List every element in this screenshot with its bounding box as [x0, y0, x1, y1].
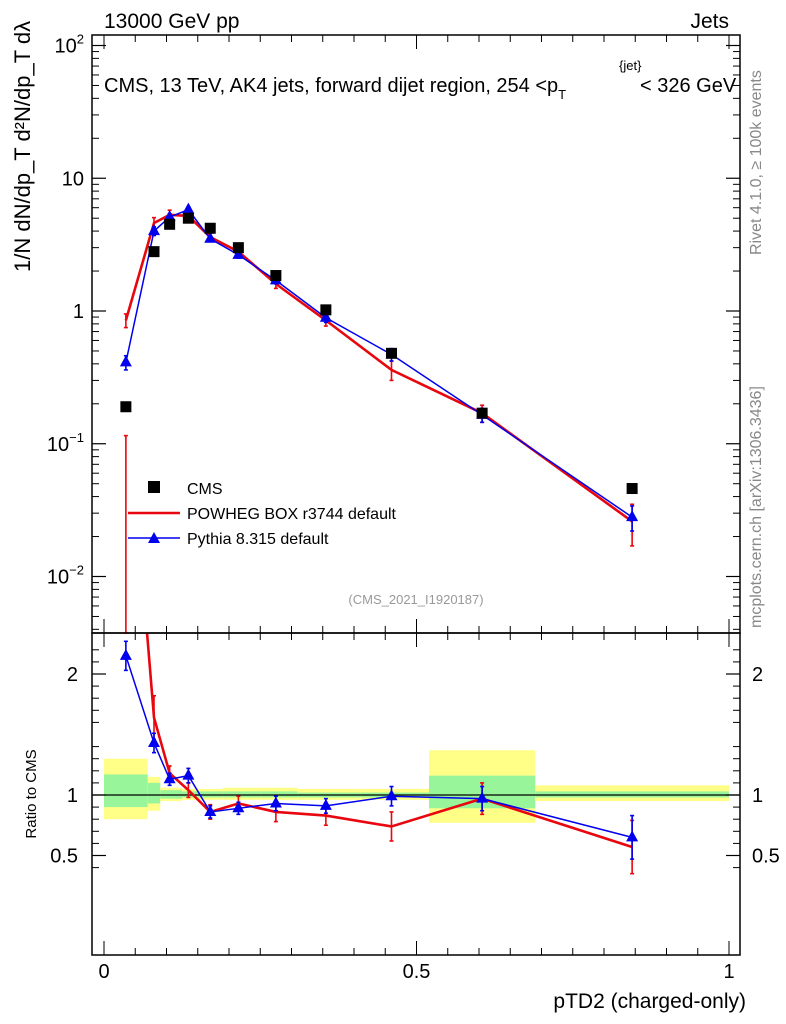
main-y-tick-label: 1 [73, 301, 84, 323]
pythia-ratio-marker [148, 735, 160, 747]
x-tick-label: 0.5 [403, 961, 431, 983]
cms-data-point [148, 246, 160, 258]
pythia-marker [148, 224, 160, 236]
pythia-ratio-marker [119, 648, 132, 660]
pythia-marker [319, 310, 332, 322]
main-y-tick-base: 1 [73, 301, 84, 323]
ratio-y-tick-label-right: 0.5 [752, 846, 780, 868]
pythia-ratio-marker [163, 772, 176, 784]
pythia-ratio-marker [626, 830, 639, 842]
main-y-label: 1/N dN/dp_T d²N/dp_T dλ [10, 21, 35, 272]
main-y-tick-label: 10 [62, 168, 84, 190]
pythia-marker [163, 210, 176, 222]
pythia-ratio-marker [182, 768, 195, 780]
pythia-ratio-marker [269, 796, 282, 808]
main-plot-series [119, 202, 639, 547]
pythia-ratio-line [125, 655, 633, 839]
ratio-y-tick-label: 2 [67, 664, 78, 686]
ratio-stat-uncertainty-band [260, 791, 298, 798]
ratio-y-tick-label: 0.5 [50, 846, 78, 868]
pythia-ratio-marker [204, 804, 217, 816]
pythia-ratio-marker [385, 789, 398, 801]
powheg-ratio-line [145, 633, 633, 849]
cms-data-point [626, 483, 638, 495]
cms-data-point [476, 407, 488, 419]
main-y-tick-label: 102 [55, 32, 84, 58]
main-y-tick-exponent: −1 [69, 430, 84, 445]
pythia-marker [182, 202, 195, 214]
cms-data-point [204, 222, 216, 234]
pythia-marker [204, 231, 217, 243]
x-axis-label: pTD2 (charged-only) [553, 990, 746, 1013]
pythia-marker [119, 355, 132, 367]
main-y-tick-label: 10−2 [47, 563, 84, 589]
cms-data-point [164, 218, 176, 230]
cms-data-point [386, 347, 397, 359]
legend: CMS POWHEG BOX r3744 default Pythia 8.31… [128, 481, 397, 548]
pythia-ratio-marker [232, 801, 245, 813]
legend-label-cms: CMS [187, 481, 223, 498]
ratio-y-tick-label: 1 [67, 785, 78, 807]
legend-label-pythia: Pythia 8.315 default [187, 531, 329, 548]
ratio-stat-uncertainty-band [222, 791, 261, 798]
mcplots-label: mcplots.cern.ch [arXiv:1306.3436] [748, 386, 765, 628]
cms-data-point [232, 242, 244, 254]
chart-title: CMS, 13 TeV, AK4 jets, forward dijet reg… [104, 75, 566, 102]
main-y-tick-base: 10 [62, 168, 84, 190]
title-subscript: T [558, 87, 566, 102]
ratio-stat-uncertainty-band [104, 774, 148, 808]
analysis-id: (CMS_2021_I1920187) [348, 592, 483, 607]
pythia-ratio-marker [319, 798, 332, 810]
main-y-tick-base: 10 [47, 567, 69, 589]
header-left: 13000 GeV pp [104, 10, 239, 33]
main-y-tick-exponent: 2 [77, 32, 84, 47]
cms-data-point [120, 401, 132, 413]
powheg-line [124, 213, 633, 523]
x-tick-label: 1 [723, 961, 734, 983]
ratio-stat-uncertainty-band [160, 790, 183, 799]
main-y-tick-label: 10−1 [47, 430, 84, 456]
ratio-y-tick-label-right: 2 [752, 664, 763, 686]
cms-data-point [182, 212, 194, 224]
pythia-marker [232, 247, 245, 259]
ratio-y-tick-label-right: 1 [752, 785, 763, 807]
rivet-version-label: Rivet 4.1.0, ≥ 100k events [748, 70, 765, 255]
header-right: Jets [690, 10, 729, 33]
ratio-y-label: Ratio to CMS [23, 749, 40, 838]
ratio-series [119, 434, 639, 875]
title-superscript: {jet} [619, 58, 642, 73]
legend-marker-cms [148, 481, 160, 493]
ratio-stat-uncertainty-band [197, 791, 223, 798]
cms-data-point [320, 304, 332, 316]
legend-marker-pythia [148, 532, 160, 543]
ratio-stat-uncertainty-band [535, 791, 729, 798]
main-y-tick-base: 10 [47, 434, 69, 456]
legend-label-powheg: POWHEG BOX r3744 default [187, 506, 397, 523]
x-axis: 0 0.5 1 [98, 35, 735, 983]
pythia-line [125, 208, 633, 518]
pythia-ratio-marker [476, 791, 489, 803]
pythia-marker [626, 510, 639, 522]
ratio-stat-uncertainty-band [147, 782, 161, 804]
cms-data-point [270, 270, 282, 282]
title-text-before: CMS, 13 TeV, AK4 jets, forward dijet reg… [104, 75, 558, 97]
ratio-y-axis: 2 2 1 1 0.5 0.5 [50, 649, 780, 869]
main-y-label-text: 1/N dN/dp_T d²N/dp_T dλ [10, 21, 35, 272]
main-y-tick-base: 10 [55, 36, 77, 58]
title-text-after: < 326 GeV [640, 75, 737, 97]
main-y-tick-exponent: −2 [69, 563, 84, 578]
ratio-bands [92, 750, 740, 823]
x-tick-label: 0 [98, 961, 109, 983]
ratio-stat-uncertainty-band [182, 791, 198, 798]
